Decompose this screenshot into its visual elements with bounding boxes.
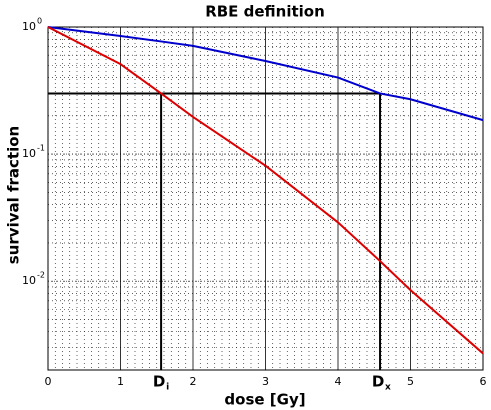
x-tick-label: 2: [190, 375, 197, 388]
plot-frame: [47, 26, 484, 371]
y-tick-label: 10: [22, 20, 36, 33]
x-tick-label: 3: [262, 375, 269, 388]
y-tick-label: 10: [22, 274, 36, 287]
y-tick-exponent: -2: [37, 271, 45, 280]
y-axis-label: survival fraction: [5, 126, 23, 264]
x-tick-label: 6: [480, 375, 487, 388]
annotation: D: [372, 373, 384, 391]
x-tick-label: 0: [45, 375, 52, 388]
x-axis-label: dose [Gy]: [224, 391, 305, 409]
x-tick-label: 4: [335, 375, 342, 388]
chart-title: RBE definition: [205, 3, 325, 21]
annotation: D: [153, 373, 165, 391]
y-tick-exponent: -1: [37, 144, 45, 153]
y-tick-exponent: 0: [37, 17, 42, 26]
series-line: [47, 26, 484, 122]
annotation-subscript: i: [166, 383, 169, 393]
y-tick-label: 10: [22, 147, 36, 160]
x-tick-label: 5: [407, 375, 414, 388]
x-tick-label: 1: [117, 375, 124, 388]
series-line: [47, 26, 484, 355]
annotation-subscript: x: [385, 383, 391, 393]
